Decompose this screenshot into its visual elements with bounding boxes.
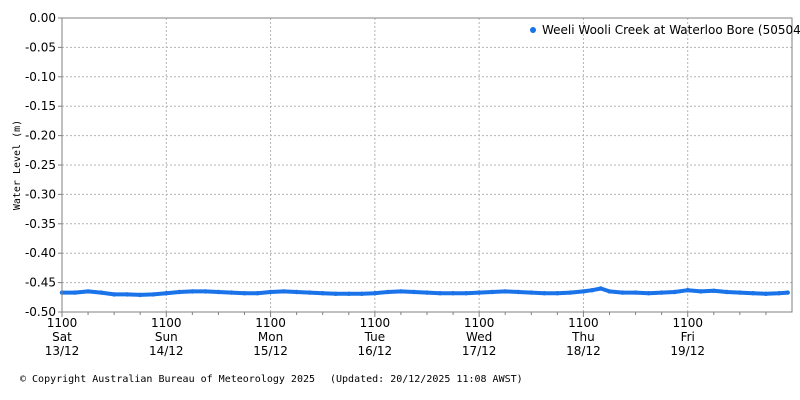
updated-timestamp: (Updated: 20/12/2025 11:08 AWST) <box>330 374 523 385</box>
legend-marker <box>530 27 536 33</box>
x-tick-time: 1100 <box>255 316 286 330</box>
y-tick-label: -0.15 <box>25 99 56 113</box>
copyright-text: © Copyright Australian Bureau of Meteoro… <box>20 374 316 385</box>
x-tick-date: 13/12 <box>45 344 80 358</box>
x-tick-date: 15/12 <box>253 344 288 358</box>
y-tick-label: -0.35 <box>25 217 56 231</box>
x-tick-day: Sun <box>155 330 178 344</box>
x-tick-time: 1100 <box>464 316 495 330</box>
x-tick-day: Thu <box>571 330 595 344</box>
x-tick-time: 1100 <box>151 316 182 330</box>
y-tick-label: -0.05 <box>25 40 56 54</box>
y-tick-label: -0.50 <box>25 305 56 319</box>
y-axis-ticks: 0.00 -0.05 -0.10 -0.15 -0.20 -0.25 -0.30 -0.35 -… <box>25 11 62 319</box>
x-tick-date: 14/12 <box>149 344 184 358</box>
series-line <box>62 286 788 297</box>
x-tick-day: Tue <box>364 330 386 344</box>
x-axis-ticks: 1100Sat13/121100Sun14/121100Mon15/121100… <box>45 312 767 358</box>
x-tick-day: Mon <box>258 330 283 344</box>
y-tick-label: -0.45 <box>25 276 56 290</box>
x-tick-date: 18/12 <box>566 344 601 358</box>
y-tick-label: -0.30 <box>25 187 56 201</box>
legend-label: Weeli Wooli Creek at Waterloo Bore (5050… <box>542 23 800 37</box>
x-tick-date: 16/12 <box>358 344 393 358</box>
y-tick-label: -0.40 <box>25 246 56 260</box>
y-tick-label: -0.20 <box>25 129 56 143</box>
x-tick-date: 17/12 <box>462 344 497 358</box>
x-tick-day: Sat <box>52 330 72 344</box>
plot-frame <box>61 17 793 313</box>
y-tick-label: -0.10 <box>25 70 56 84</box>
grid-lines <box>62 18 792 312</box>
x-tick-time: 1100 <box>568 316 599 330</box>
x-tick-time: 1100 <box>672 316 703 330</box>
x-tick-time: 1100 <box>360 316 391 330</box>
x-tick-date: 19/12 <box>670 344 705 358</box>
x-tick-time: 1100 <box>47 316 78 330</box>
series-points <box>59 286 790 298</box>
legend: Weeli Wooli Creek at Waterloo Bore (5050… <box>530 23 800 37</box>
x-tick-day: Wed <box>466 330 492 344</box>
y-tick-label: 0.00 <box>29 11 56 25</box>
y-axis-title: Water Level (m) <box>12 120 23 210</box>
x-tick-day: Fri <box>681 330 695 344</box>
y-tick-label: -0.25 <box>25 158 56 172</box>
